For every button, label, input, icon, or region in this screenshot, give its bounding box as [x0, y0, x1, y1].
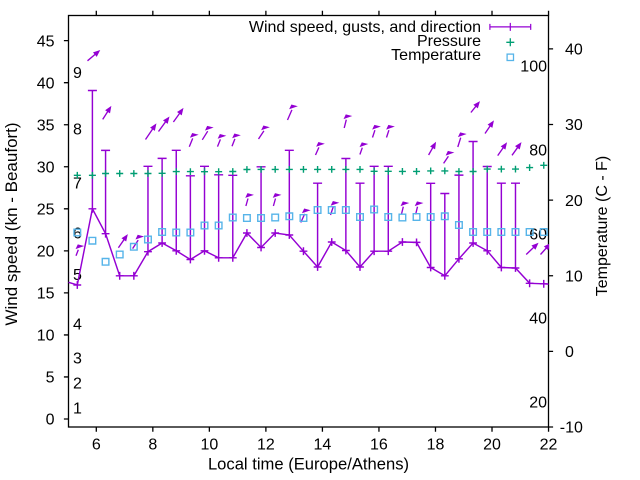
svg-text:9: 9 — [73, 65, 82, 82]
svg-text:22: 22 — [540, 437, 558, 454]
svg-text:25: 25 — [37, 202, 55, 219]
svg-text:40: 40 — [565, 42, 583, 59]
svg-text:7: 7 — [73, 176, 82, 193]
svg-text:30: 30 — [37, 160, 55, 177]
svg-text:Temperature: Temperature — [391, 47, 481, 64]
svg-text:Wind speed (kn - Beaufort): Wind speed (kn - Beaufort) — [2, 122, 21, 325]
svg-text:-10: -10 — [560, 420, 583, 437]
svg-text:14: 14 — [314, 437, 332, 454]
svg-text:20: 20 — [483, 437, 501, 454]
svg-text:80: 80 — [529, 142, 547, 159]
svg-text:5: 5 — [73, 267, 82, 284]
svg-text:10: 10 — [565, 269, 583, 286]
svg-text:60: 60 — [529, 226, 547, 243]
svg-text:10: 10 — [37, 328, 55, 345]
svg-text:Local time (Europe/Athens): Local time (Europe/Athens) — [208, 455, 409, 474]
svg-text:8: 8 — [148, 437, 157, 454]
svg-text:40: 40 — [529, 311, 547, 328]
svg-text:1: 1 — [73, 400, 82, 417]
svg-text:0: 0 — [46, 412, 55, 429]
svg-text:4: 4 — [73, 317, 82, 334]
svg-text:12: 12 — [257, 437, 275, 454]
svg-text:20: 20 — [37, 244, 55, 261]
svg-text:0: 0 — [565, 344, 574, 361]
svg-text:6: 6 — [73, 226, 82, 243]
svg-text:Temperature (C - F): Temperature (C - F) — [594, 156, 611, 296]
svg-text:45: 45 — [37, 33, 55, 50]
svg-text:18: 18 — [427, 437, 445, 454]
svg-text:5: 5 — [46, 370, 55, 387]
svg-text:Wind speed, gusts, and directi: Wind speed, gusts, and direction — [249, 19, 481, 36]
svg-text:40: 40 — [37, 75, 55, 92]
svg-text:Pressure: Pressure — [417, 33, 481, 50]
svg-text:3: 3 — [73, 350, 82, 367]
svg-text:20: 20 — [529, 395, 547, 412]
svg-text:20: 20 — [565, 193, 583, 210]
svg-text:30: 30 — [565, 117, 583, 134]
svg-text:16: 16 — [370, 437, 388, 454]
svg-text:2: 2 — [73, 376, 82, 393]
svg-text:100: 100 — [520, 58, 547, 75]
svg-text:35: 35 — [37, 117, 55, 134]
svg-text:6: 6 — [92, 437, 101, 454]
svg-text:10: 10 — [201, 437, 219, 454]
svg-text:15: 15 — [37, 286, 55, 303]
svg-text:8: 8 — [73, 122, 82, 139]
